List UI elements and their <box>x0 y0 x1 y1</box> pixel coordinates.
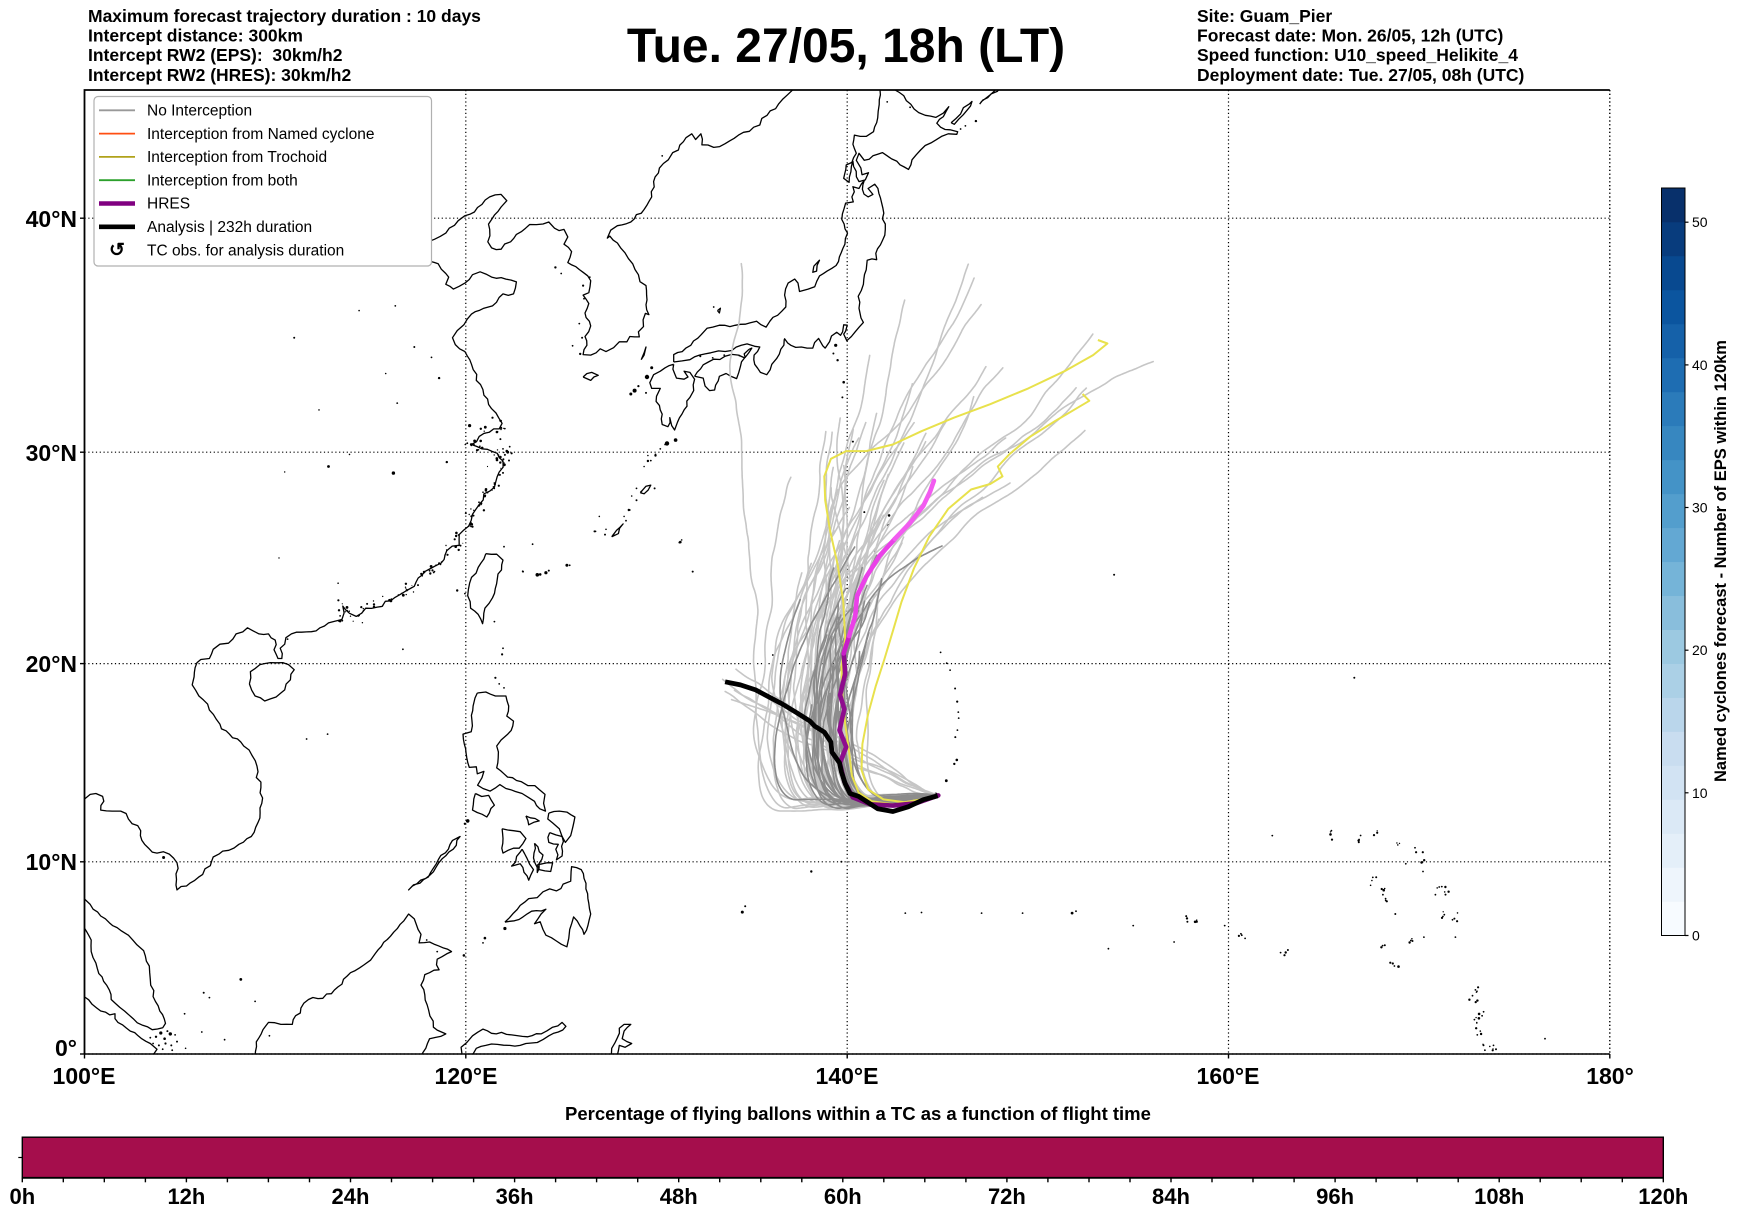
svg-text:Interception from Named cyclon: Interception from Named cyclone <box>147 126 374 143</box>
svg-text:Maximum forecast trajectory du: Maximum forecast trajectory duration : 1… <box>88 6 481 26</box>
svg-text:30°N: 30°N <box>26 440 77 466</box>
svg-text:20: 20 <box>1692 642 1708 658</box>
svg-text:120°E: 120°E <box>435 1063 498 1089</box>
svg-text:12h: 12h <box>167 1184 205 1209</box>
svg-text:Intercept RW2 (EPS): 30km/h2: Intercept RW2 (EPS): 30km/h2 <box>88 45 343 65</box>
svg-text:↺: ↺ <box>109 240 125 261</box>
svg-text:Named cyclones forecast - Numb: Named cyclones forecast - Number of EPS … <box>1712 340 1730 782</box>
svg-text:HRES: HRES <box>147 196 190 213</box>
svg-text:96h: 96h <box>1316 1184 1354 1209</box>
svg-text:Intercept distance: 300km: Intercept distance: 300km <box>88 26 303 46</box>
svg-text:108h: 108h <box>1474 1184 1524 1209</box>
svg-text:10: 10 <box>1692 785 1708 801</box>
svg-text:30: 30 <box>1692 500 1708 516</box>
svg-text:No Interception: No Interception <box>147 103 252 120</box>
svg-text:10°N: 10°N <box>26 849 77 875</box>
svg-text:140°E: 140°E <box>816 1063 879 1089</box>
svg-text:Interception from both: Interception from both <box>147 172 298 189</box>
svg-text:0°: 0° <box>55 1035 77 1061</box>
svg-text:120h: 120h <box>1638 1184 1688 1209</box>
svg-text:100°E: 100°E <box>53 1063 116 1089</box>
svg-text:36h: 36h <box>496 1184 534 1209</box>
svg-text:20°N: 20°N <box>26 651 77 677</box>
svg-text:Intercept RW2 (HRES): 30km/h2: Intercept RW2 (HRES): 30km/h2 <box>88 65 351 85</box>
svg-text:84h: 84h <box>1152 1184 1190 1209</box>
svg-text:160°E: 160°E <box>1197 1063 1260 1089</box>
svg-text:48h: 48h <box>660 1184 698 1209</box>
svg-text:180°: 180° <box>1586 1063 1634 1089</box>
svg-text:Forecast date: Mon. 26/05, 12h: Forecast date: Mon. 26/05, 12h (UTC) <box>1197 26 1503 46</box>
svg-text:72h: 72h <box>988 1184 1026 1209</box>
svg-text:Tue. 27/05, 18h (LT): Tue. 27/05, 18h (LT) <box>627 20 1065 73</box>
svg-text:Percentage of flying ballons w: Percentage of flying ballons within a TC… <box>565 1103 1151 1124</box>
svg-text:24h: 24h <box>332 1184 370 1209</box>
svg-text:Speed function: U10_speed_Heli: Speed function: U10_speed_Helikite_4 <box>1197 45 1518 65</box>
svg-text:Analysis | 232h duration: Analysis | 232h duration <box>147 219 312 236</box>
svg-text:TC obs. for analysis duration: TC obs. for analysis duration <box>147 242 344 259</box>
svg-text:0: 0 <box>1692 928 1700 944</box>
svg-text:60h: 60h <box>824 1184 862 1209</box>
svg-text:Deployment date: Tue. 27/05, 0: Deployment date: Tue. 27/05, 08h (UTC) <box>1197 65 1524 85</box>
svg-text:40°N: 40°N <box>26 206 77 232</box>
svg-text:Interception from Trochoid: Interception from Trochoid <box>147 149 327 166</box>
svg-text:Site: Guam_Pier: Site: Guam_Pier <box>1197 6 1332 26</box>
svg-text:0h: 0h <box>9 1184 35 1209</box>
svg-text:40: 40 <box>1692 357 1708 373</box>
svg-text:50: 50 <box>1692 214 1708 230</box>
